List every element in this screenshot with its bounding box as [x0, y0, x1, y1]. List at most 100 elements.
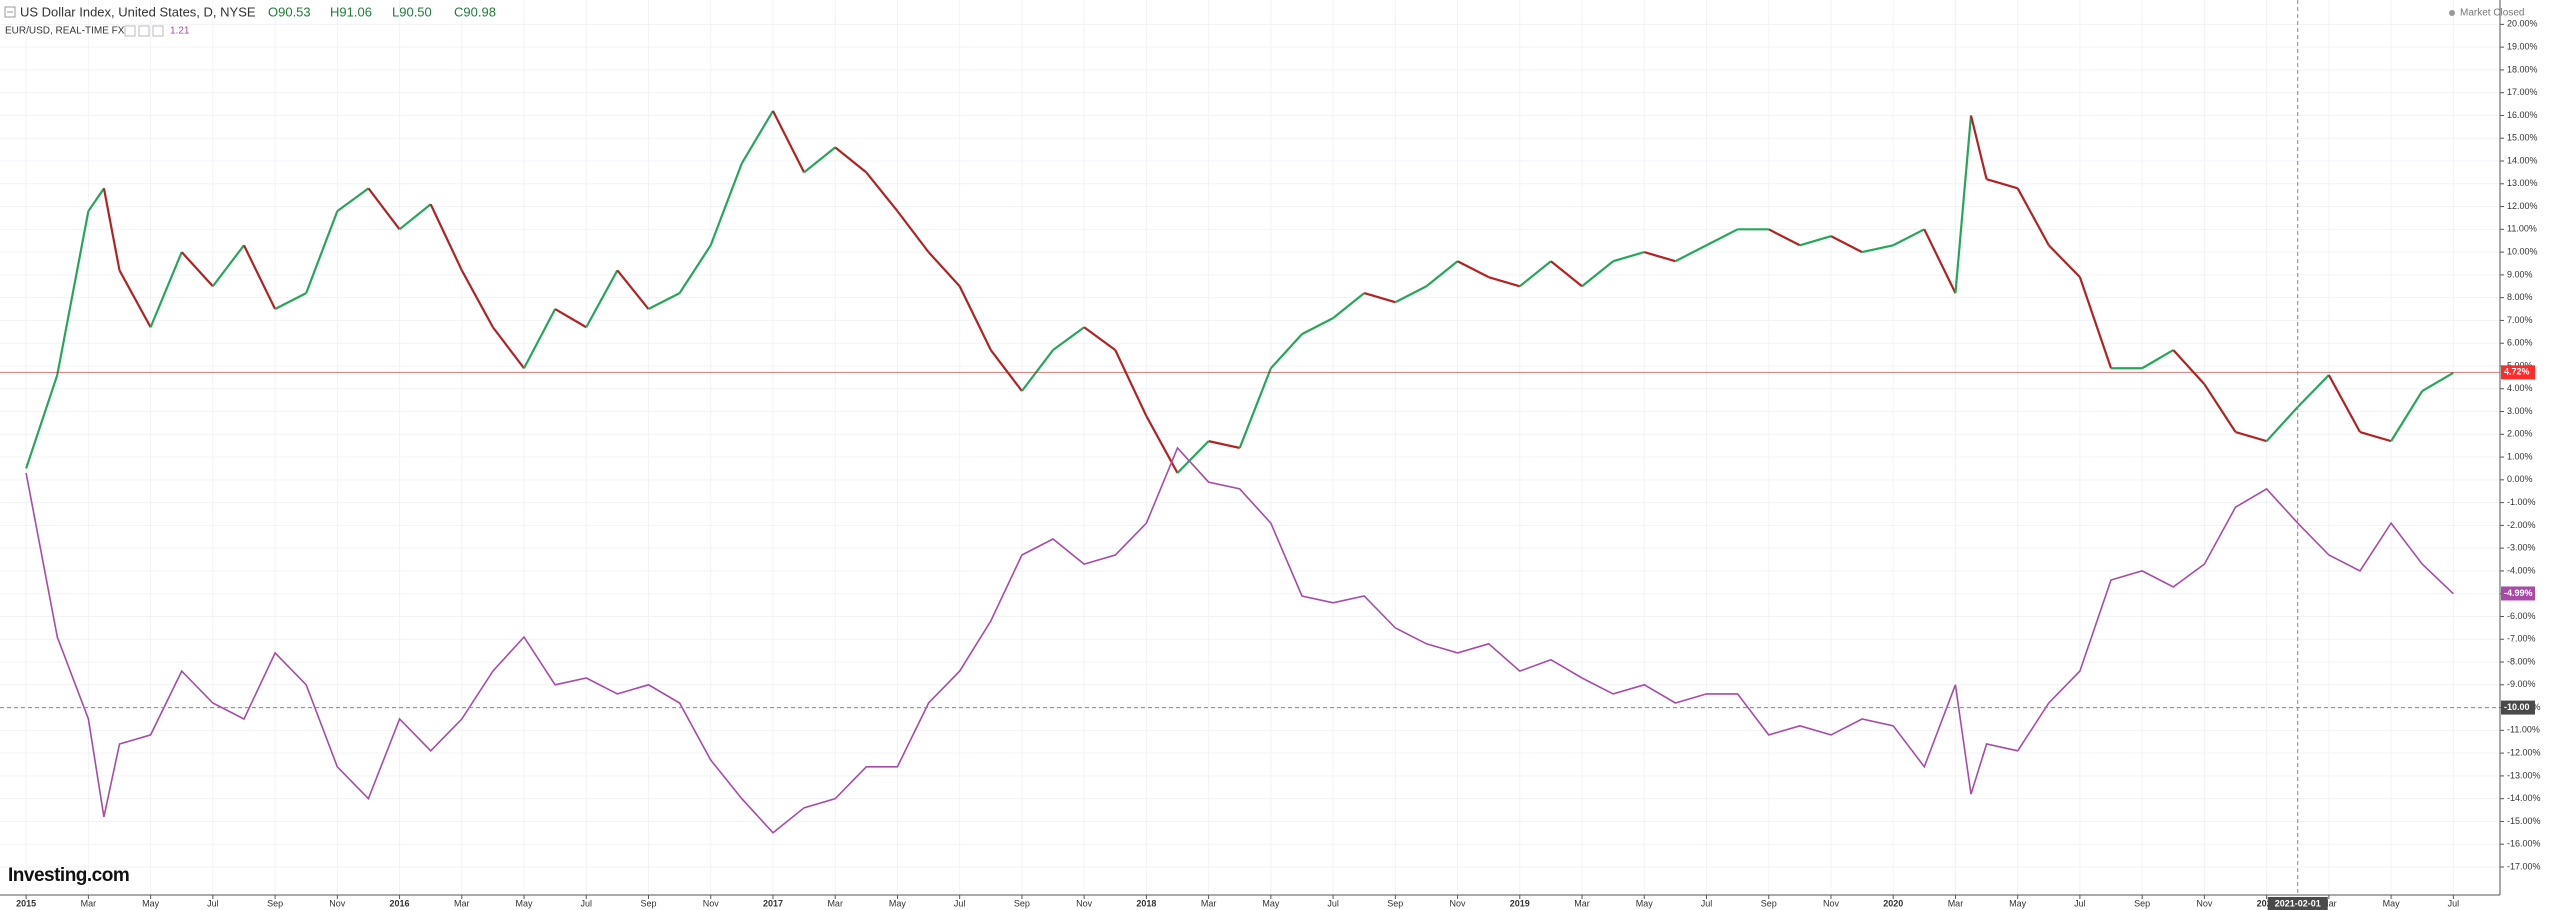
- price-segment: [1830, 235, 1863, 254]
- price-segment: [1301, 317, 1334, 336]
- price-segment: [274, 292, 307, 311]
- y-tick-label: 8.00%: [2507, 292, 2533, 302]
- x-tick-label: May: [2009, 898, 2027, 908]
- price-segment: [2141, 349, 2174, 370]
- price-segment: [803, 146, 836, 174]
- compare-icon[interactable]: [124, 25, 136, 37]
- compare-icon[interactable]: [138, 25, 150, 37]
- collapse-icon[interactable]: [4, 6, 16, 18]
- grid: [0, 0, 2500, 895]
- y-tick-label: -15.00%: [2507, 816, 2541, 826]
- x-tick-label: 2021: [2257, 898, 2277, 908]
- ohlc-close: C90.98: [454, 4, 496, 19]
- y-tick-label: 4.00%: [2507, 383, 2533, 393]
- series-line: [25, 446, 2454, 834]
- y-tick-label: 1.00%: [2507, 451, 2533, 461]
- last-value-box: [2501, 365, 2535, 380]
- price-segment: [2265, 406, 2299, 442]
- price-segment: [585, 269, 619, 328]
- price-segment: [2390, 390, 2424, 442]
- last-value-label: 4.72%: [2504, 367, 2530, 377]
- x-tick-label: Jul: [2448, 898, 2460, 908]
- x-tick-label: Mar: [81, 898, 97, 908]
- y-tick-label: 2.00%: [2507, 429, 2533, 439]
- x-tick-label: Mar: [2321, 898, 2337, 908]
- price-segment: [1114, 349, 1148, 417]
- x-tick-label: Sep: [1014, 898, 1030, 908]
- price-segment: [647, 292, 681, 311]
- x-tick-label: Jul: [1327, 898, 1339, 908]
- ohlc-high: H91.06: [330, 4, 372, 19]
- y-tick-label: 15.00%: [2507, 133, 2538, 143]
- crosshair-x-box: [2267, 897, 2328, 910]
- compare-title: EUR/USD, REAL-TIME FX: [5, 26, 125, 37]
- price-segment: [1457, 260, 1490, 279]
- x-tick-label: May: [2383, 898, 2401, 908]
- price-segment: [2203, 383, 2237, 433]
- x-tick-label: 2015: [16, 898, 36, 908]
- price-segment: [1519, 260, 1552, 288]
- y-tick-label: 7.00%: [2507, 315, 2533, 325]
- y-tick-label: 0.00%: [2507, 474, 2533, 484]
- price-segment: [429, 203, 463, 271]
- y-tick-label: 14.00%: [2507, 155, 2538, 165]
- price-segment: [1021, 349, 1054, 392]
- y-tick-label: 10.00%: [2507, 246, 2538, 256]
- price-segment: [305, 210, 339, 294]
- price-segment: [118, 269, 152, 328]
- price-segment: [56, 210, 90, 376]
- price-segment: [242, 244, 277, 310]
- y-tick-label: 11.00%: [2507, 224, 2537, 234]
- x-tick-label: Jul: [954, 898, 966, 908]
- x-tick-label: Nov: [2196, 898, 2213, 908]
- price-segment: [1083, 326, 1116, 351]
- x-tick-label: Nov: [329, 898, 346, 908]
- y-tick-label: 20.00%: [2507, 19, 2538, 29]
- price-segment: [1892, 228, 1925, 247]
- price-segment: [2359, 430, 2392, 443]
- price-segment: [460, 269, 494, 328]
- price-segment: [1969, 115, 1988, 180]
- price-segment: [1705, 228, 1739, 247]
- x-tick-label: 2020: [1883, 898, 1903, 908]
- x-tick-label: May: [142, 898, 160, 908]
- y-tick-label: -13.00%: [2507, 770, 2541, 780]
- market-status: Market Closed: [2460, 8, 2524, 19]
- series-title: US Dollar Index, United States, D, NYSE: [20, 4, 256, 19]
- status-dot: [2449, 10, 2455, 16]
- plot: [0, 0, 2500, 895]
- y-tick-label: -12.00%: [2507, 747, 2541, 757]
- y-tick-label: -16.00%: [2507, 839, 2541, 849]
- x-tick-label: Mar: [1948, 898, 1964, 908]
- price-segment: [1674, 244, 1707, 263]
- price-segment: [616, 269, 650, 310]
- y-tick-label: 9.00%: [2507, 269, 2533, 279]
- x-tick-label: Mar: [454, 898, 470, 908]
- price-segment: [1052, 326, 1085, 351]
- x-tick-label: May: [889, 898, 907, 908]
- price-segment: [1612, 251, 1645, 263]
- price-segment: [1176, 440, 1210, 474]
- x-tick-label: Nov: [1823, 898, 1840, 908]
- price-segment: [771, 110, 806, 173]
- y-tick-label: -3.00%: [2507, 543, 2536, 553]
- compare-icon[interactable]: [152, 25, 164, 37]
- price-segment: [1923, 228, 1957, 294]
- crosshair-x-label: 2021-02-01: [2275, 898, 2321, 908]
- x-tick-label: May: [516, 898, 534, 908]
- price-segment: [1488, 276, 1521, 288]
- price-segment: [1363, 292, 1396, 304]
- last-value-box: [2501, 586, 2535, 601]
- price-segment: [1768, 228, 1801, 247]
- price-segment: [927, 251, 961, 288]
- price-segment: [1954, 115, 1973, 294]
- price-segment: [1332, 292, 1365, 320]
- y-tick-label: 17.00%: [2507, 87, 2538, 97]
- price-segment: [1986, 178, 2018, 190]
- price-segment: [2235, 430, 2267, 443]
- x-tick-label: Jul: [207, 898, 219, 908]
- compare-value: 1.21: [170, 26, 190, 37]
